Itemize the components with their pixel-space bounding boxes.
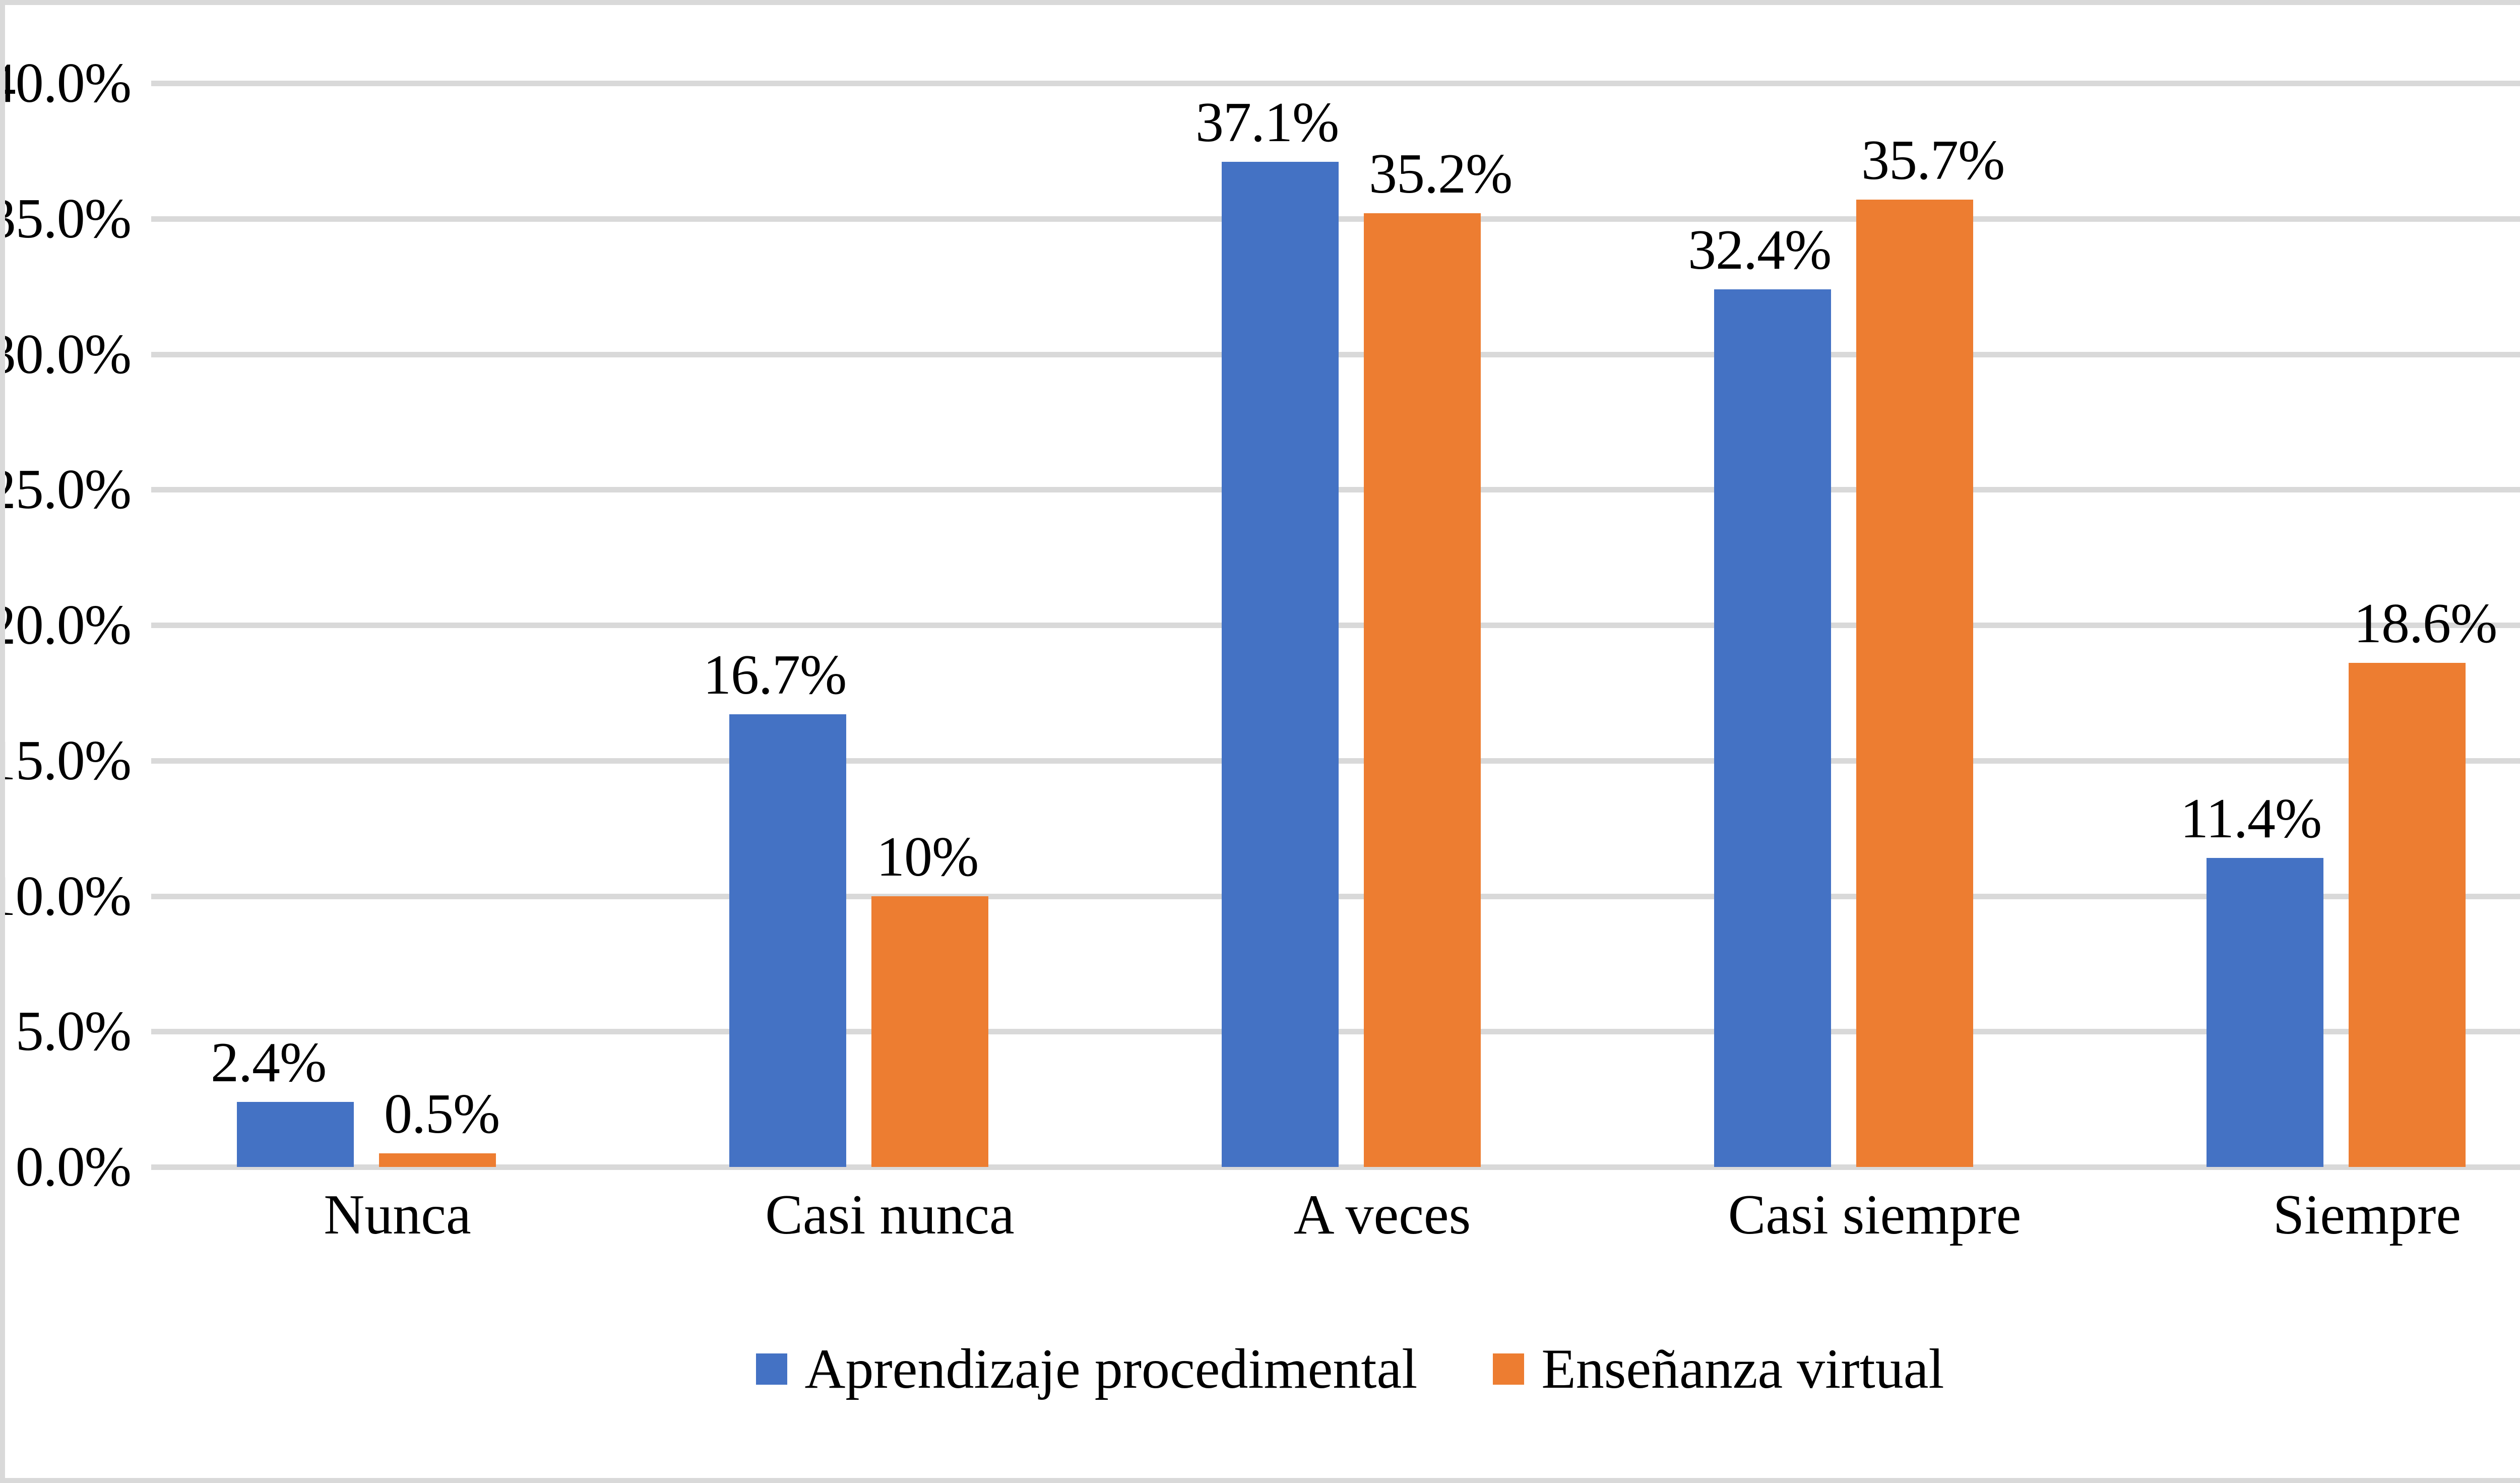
bar-data-label: 32.4% [1688, 218, 1832, 281]
y-axis-tick-label: 5.0% [15, 1000, 132, 1063]
bar[interactable] [2207, 858, 2323, 1167]
bar[interactable] [237, 1102, 354, 1167]
legend-label: Aprendizaje procedimental [804, 1338, 1418, 1400]
bar-group: 32.4% 35.7% [1628, 83, 2121, 1167]
bar-data-label: 35.7% [1861, 129, 2005, 192]
bar[interactable] [1222, 161, 1339, 1167]
bar-data-label: 18.6% [2354, 592, 2497, 655]
bar-group: 11.4% 18.6% [2121, 83, 2520, 1167]
bar[interactable] [729, 714, 846, 1167]
bar-data-label: 11.4% [2180, 787, 2322, 850]
bar-group: 37.1% 35.2% [1136, 83, 1628, 1167]
bar[interactable] [871, 896, 988, 1167]
y-axis-tick-label: 40.0% [0, 52, 132, 114]
bar[interactable] [1364, 213, 1481, 1167]
bar[interactable] [379, 1153, 496, 1167]
legend-swatch-icon [756, 1353, 788, 1385]
bar-data-label: 0.5% [384, 1083, 500, 1146]
bar-data-label: 10% [876, 825, 979, 888]
bar-group: 2.4% 0.5% [151, 83, 644, 1167]
legend-item[interactable]: Enseñanza virtual [1493, 1341, 1944, 1397]
chart-legend: Aprendizaje procedimental Enseñanza virtu… [5, 1341, 2520, 1397]
legend-swatch-icon [1493, 1353, 1525, 1385]
gridline [151, 81, 2520, 86]
x-axis-label: A veces [1293, 1184, 1471, 1246]
x-axis-label: Casi siempre [1728, 1184, 2022, 1246]
gridline [151, 1164, 2520, 1170]
y-axis-tick-label: 15.0% [0, 729, 132, 792]
bar-group: 16.7% 10% [644, 83, 1136, 1167]
bar[interactable] [2349, 663, 2466, 1167]
bar[interactable] [1856, 200, 1973, 1167]
y-axis-tick-label: 30.0% [0, 323, 132, 386]
x-axis-category-labels: Nunca Casi nunca A veces Casi siempre Siempr… [151, 1180, 2520, 1275]
legend-item[interactable]: Aprendizaje procedimental [756, 1341, 1417, 1397]
x-axis-label: Nunca [324, 1184, 471, 1246]
y-axis-tick-label: 20.0% [0, 594, 132, 656]
bar-data-label: 2.4% [211, 1031, 327, 1094]
bar-data-label: 37.1% [1195, 91, 1339, 154]
x-axis-label: Casi nunca [765, 1184, 1015, 1246]
y-axis-tick-label: 10.0% [0, 864, 132, 928]
bar-data-label: 16.7% [703, 644, 847, 707]
y-axis-tick-label: 25.0% [0, 458, 132, 521]
y-axis-tick-label: 35.0% [0, 187, 132, 250]
bar-series-layer: 2.4% 0.5% 16.7% 10% 37.1% 35.2% 32.4% 35.7% 11.4… [151, 83, 2520, 1167]
bar-data-label: 35.2% [1369, 143, 1513, 205]
x-axis-label: Siempre [2273, 1184, 2462, 1246]
legend-label: Enseñanza virtual [1541, 1338, 1944, 1400]
y-axis-tick-label: 0.0% [15, 1136, 132, 1198]
bar[interactable] [1714, 289, 1831, 1167]
y-axis: 0.0% 5.0% 10.0% 15.0% 20.0% 25.0% 30.0% 35.0% 40… [5, 5, 151, 1478]
